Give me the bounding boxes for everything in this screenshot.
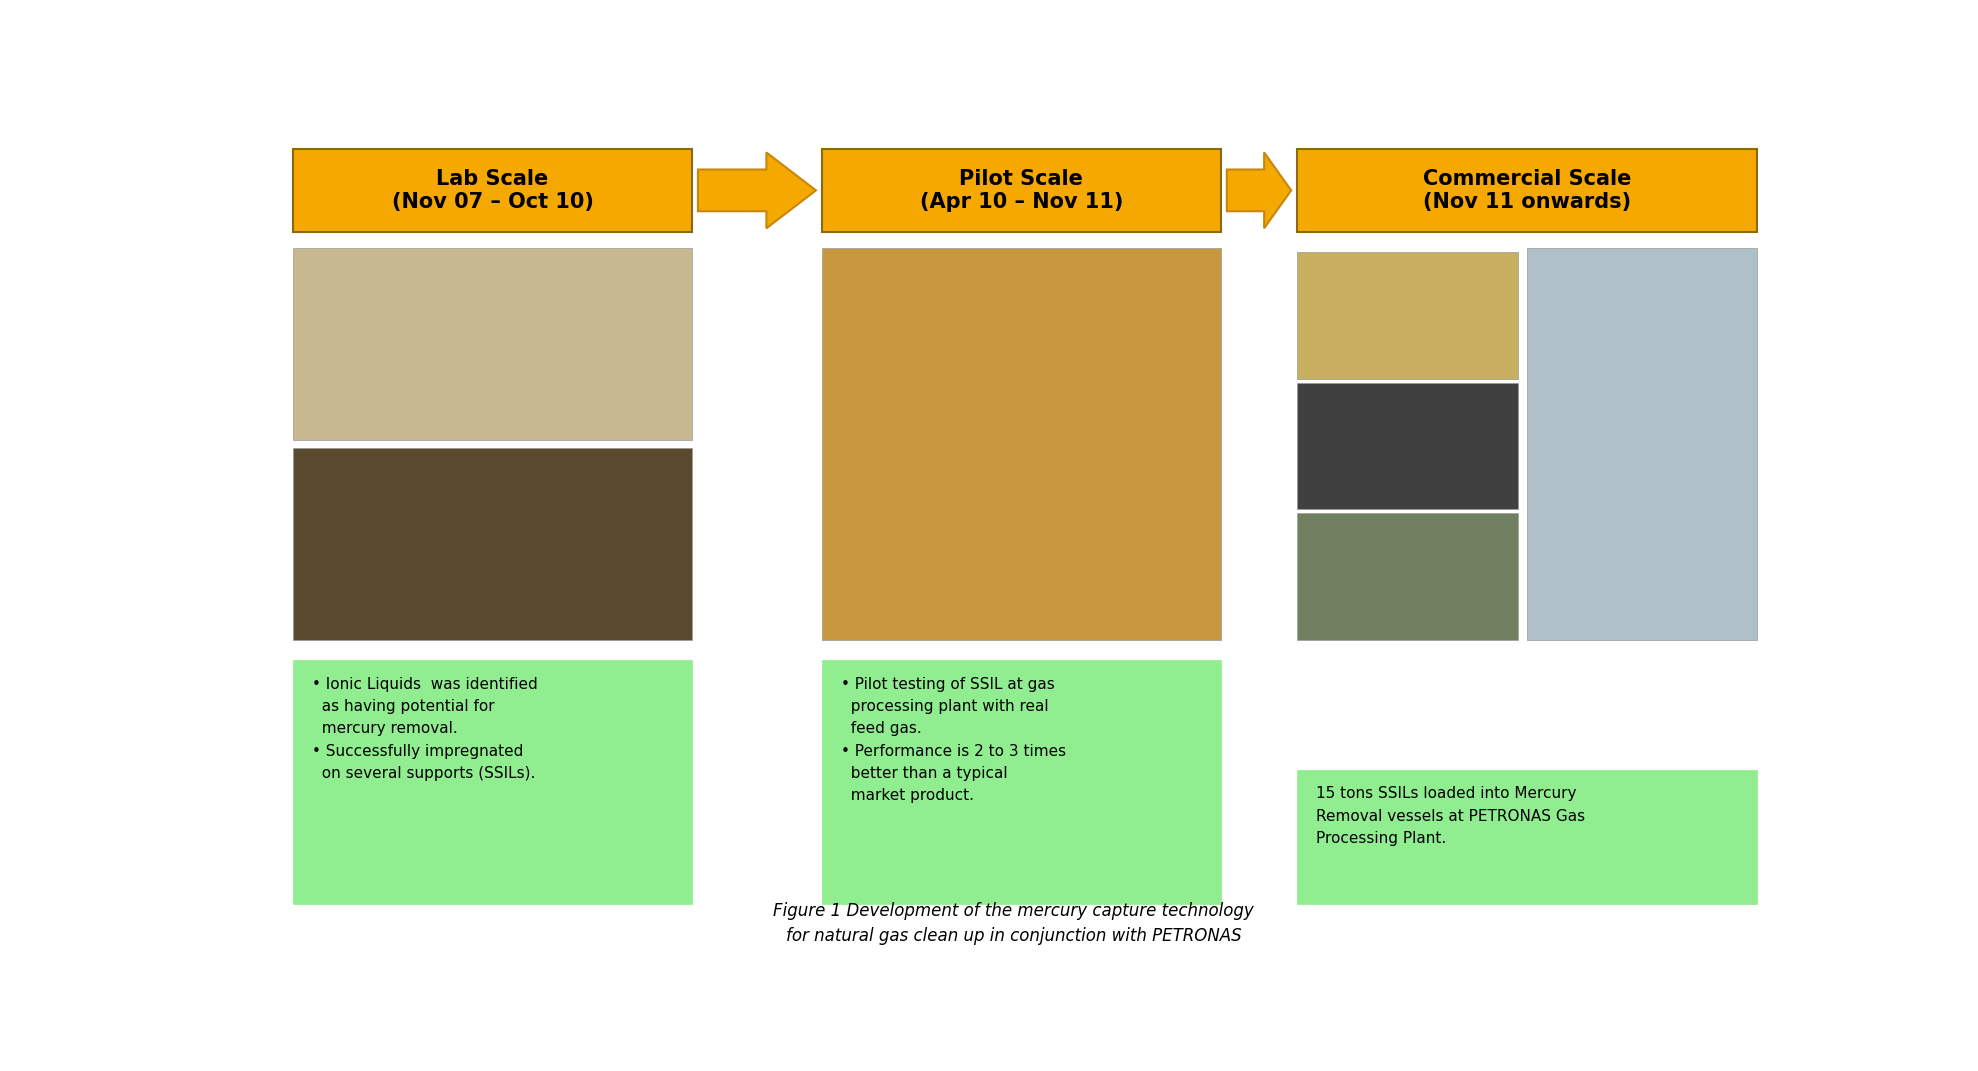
FancyBboxPatch shape <box>1298 149 1756 231</box>
FancyBboxPatch shape <box>293 149 692 231</box>
FancyArrow shape <box>698 152 817 228</box>
Text: Pilot Scale
(Apr 10 – Nov 11): Pilot Scale (Apr 10 – Nov 11) <box>920 169 1124 212</box>
Text: • Pilot testing of SSIL at gas
  processing plant with real
  feed gas.
• Perfor: • Pilot testing of SSIL at gas processin… <box>841 677 1066 803</box>
FancyBboxPatch shape <box>1298 382 1517 509</box>
Text: Figure 1 Development of the mercury capture technology
for natural gas clean up : Figure 1 Development of the mercury capt… <box>773 902 1254 945</box>
Text: Lab Scale
(Nov 07 – Oct 10): Lab Scale (Nov 07 – Oct 10) <box>392 169 593 212</box>
FancyArrow shape <box>1226 152 1292 228</box>
FancyBboxPatch shape <box>1298 252 1517 379</box>
FancyBboxPatch shape <box>1527 248 1756 639</box>
Text: Commercial Scale
(Nov 11 onwards): Commercial Scale (Nov 11 onwards) <box>1422 169 1632 212</box>
FancyBboxPatch shape <box>293 448 692 639</box>
FancyBboxPatch shape <box>293 661 692 904</box>
FancyBboxPatch shape <box>1298 513 1517 639</box>
FancyBboxPatch shape <box>823 661 1220 904</box>
FancyBboxPatch shape <box>293 248 692 440</box>
Text: 15 tons SSILs loaded into Mercury
Removal vessels at PETRONAS Gas
Processing Pla: 15 tons SSILs loaded into Mercury Remova… <box>1315 786 1584 846</box>
FancyBboxPatch shape <box>823 248 1220 639</box>
FancyBboxPatch shape <box>1298 770 1756 904</box>
FancyBboxPatch shape <box>823 149 1220 231</box>
Text: • Ionic Liquids  was identified
  as having potential for
  mercury removal.
• S: • Ionic Liquids was identified as having… <box>313 677 538 781</box>
